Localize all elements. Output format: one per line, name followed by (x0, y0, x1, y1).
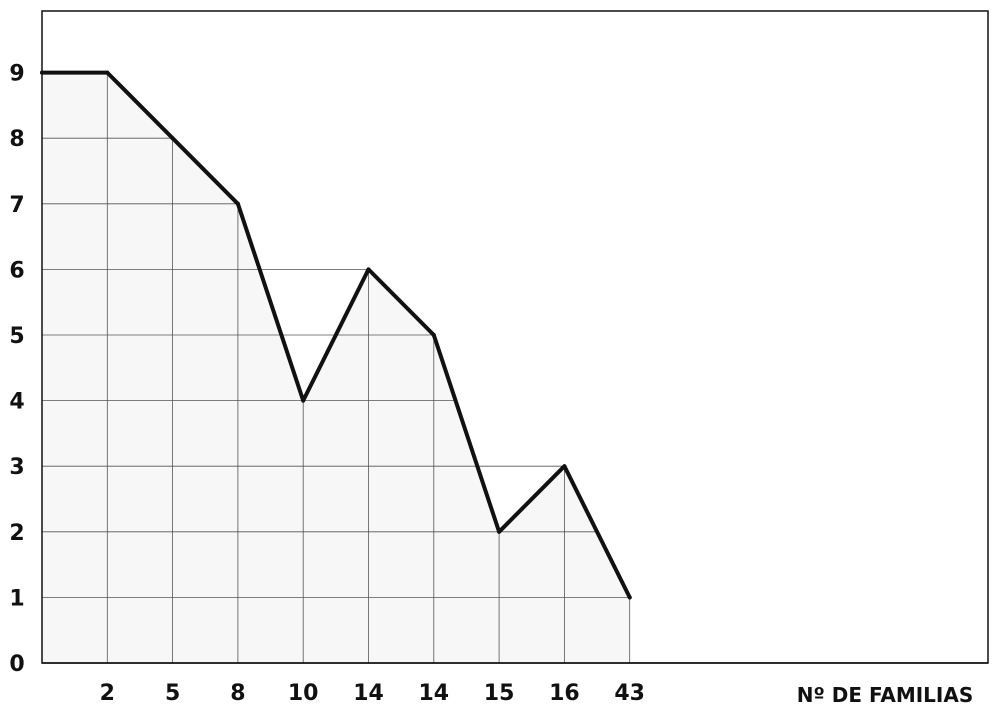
y-tick-labels: 0 1 2 3 4 5 6 7 8 9 (9, 62, 24, 677)
y-tick-label: 8 (9, 127, 24, 152)
data-point (562, 464, 567, 469)
data-point (105, 70, 110, 75)
y-tick-label: 0 (9, 652, 24, 677)
data-point (627, 595, 632, 600)
x-tick-label: 16 (549, 681, 580, 706)
data-point (235, 201, 240, 206)
data-point (170, 136, 175, 141)
y-tick-label: 7 (9, 193, 24, 218)
x-tick-label: 10 (288, 681, 319, 706)
plot-frame (41, 10, 989, 664)
y-tick-label: 3 (9, 455, 24, 480)
x-axis-label: Nº DE FAMILIAS (797, 683, 973, 707)
series-line-layer (40, 70, 632, 600)
y-tick-label: 2 (9, 521, 24, 546)
data-point (366, 267, 371, 272)
x-tick-label: 15 (484, 681, 515, 706)
y-tick-label: 5 (9, 324, 24, 349)
data-point (497, 529, 502, 534)
x-tick-label: 43 (614, 681, 645, 706)
x-tick-label: 14 (418, 681, 449, 706)
x-tick-label: 8 (230, 681, 245, 706)
y-tick-label: 6 (9, 258, 24, 283)
y-tick-label: 1 (9, 586, 24, 611)
shaded-area (42, 72, 630, 664)
data-point (40, 70, 44, 75)
x-tick-label: 14 (353, 681, 384, 706)
x-tick-label: 5 (165, 681, 180, 706)
x-tick-label: 2 (100, 681, 115, 706)
x-tick-labels: 2 5 8 10 14 14 15 16 43 (100, 681, 645, 706)
series-line (40, 70, 632, 600)
y-tick-label: 4 (9, 390, 24, 415)
data-point (301, 398, 306, 403)
data-point (431, 333, 436, 337)
shaded-area-layer (42, 72, 630, 664)
y-tick-label: 9 (9, 62, 24, 87)
